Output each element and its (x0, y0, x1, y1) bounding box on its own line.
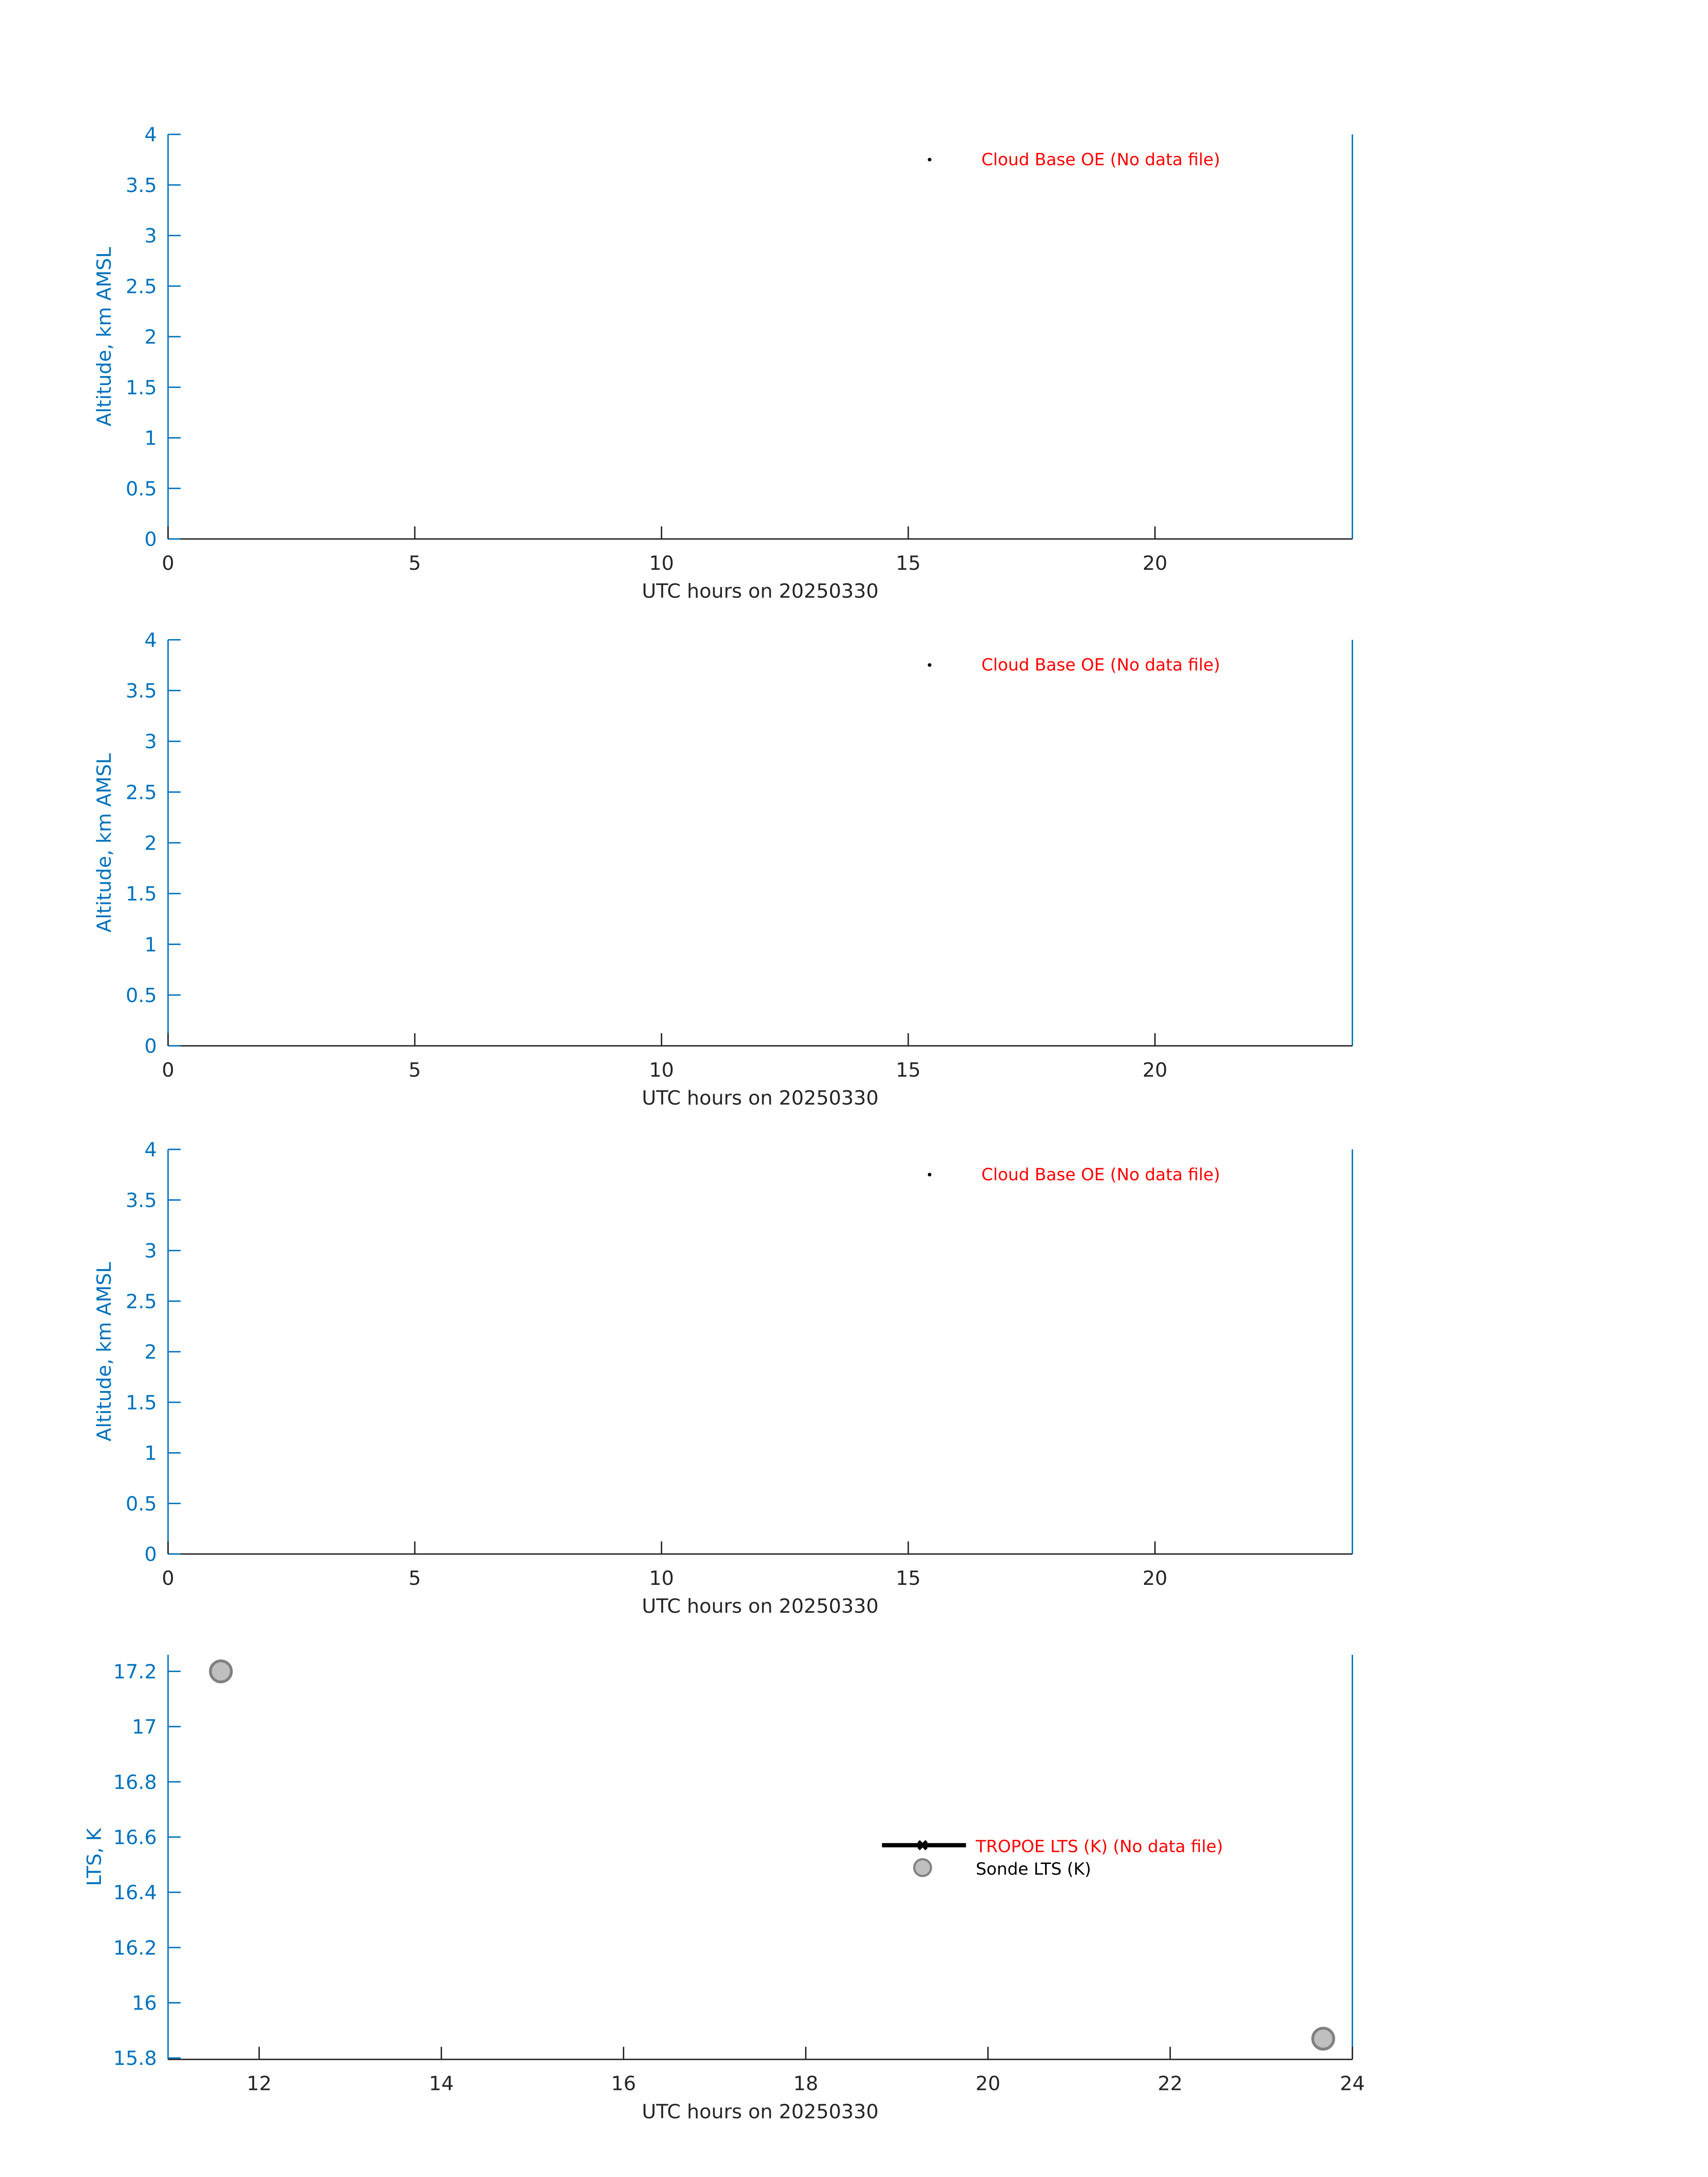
y-tick-label: 0.5 (125, 1492, 157, 1515)
chart-panel-4: 15.8 16 16.2 16.4 16.6 16.8 17 17.2 12 14 16 18 20 22… (83, 1655, 1365, 2123)
chart-panel-1: 0 0.5 1 1.5 2 2.5 3 3.5 4 0 5 10 15 20 UTC hours on 20… (93, 124, 1353, 603)
y-tick-label: 15.8 (113, 2047, 157, 2070)
y-tick-label: 0 (144, 528, 157, 551)
legend-dot-marker (927, 158, 931, 162)
y-tick-label: 0 (144, 1543, 157, 1566)
x-tick-label: 16 (611, 2073, 636, 2095)
y-tick-label: 17.2 (113, 1660, 157, 1683)
x-tick-label: 15 (896, 552, 921, 575)
x-tick-label: 15 (896, 1567, 921, 1590)
y-tick-label: 3 (144, 731, 157, 753)
y-tick-label: 3 (144, 225, 157, 247)
x-tick-label: 24 (1340, 2073, 1365, 2095)
x-tick-label: 0 (162, 552, 174, 575)
x-tick-label: 10 (649, 552, 674, 575)
y-tick-label: 1 (144, 933, 157, 956)
x-tick-label: 10 (649, 1567, 674, 1590)
legend: Cloud Base OE (No data file) (927, 1165, 1220, 1184)
x-axis-label: UTC hours on 20250330 (642, 580, 878, 603)
x-tick-label: 0 (162, 1567, 174, 1590)
x-tick-label: 5 (409, 552, 421, 575)
y-tick-label: 1 (144, 1442, 157, 1465)
y-axis-label: Altitude, km AMSL (93, 247, 116, 426)
legend-label: Cloud Base OE (No data file) (981, 150, 1220, 169)
y-tick-label: 16 (132, 1992, 157, 2015)
sonde-lts-point (1311, 2027, 1335, 2051)
y-tick-label: 16.8 (113, 1771, 157, 1794)
legend-dot-marker (927, 1173, 931, 1177)
y-tick-label: 3.5 (125, 1189, 157, 1212)
x-tick-label: 20 (1143, 1567, 1168, 1590)
y-tick-label: 4 (144, 1139, 157, 1162)
legend-circle-marker (913, 1858, 932, 1877)
y-tick-label: 2.5 (125, 1290, 157, 1313)
legend-dot-marker (927, 663, 931, 667)
x-axis-label: UTC hours on 20250330 (642, 2100, 878, 2123)
y-tick-label: 2.5 (125, 781, 157, 804)
x-tick-label: 5 (409, 1059, 421, 1082)
x-tick-label: 20 (976, 2073, 1001, 2095)
legend-label: Cloud Base OE (No data file) (981, 1165, 1220, 1184)
y-tick-label: 1.5 (125, 883, 157, 906)
y-axis-label: Altitude, km AMSL (93, 1262, 116, 1442)
y-tick-label: 1.5 (125, 376, 157, 399)
y-tick-label: 2.5 (125, 275, 157, 298)
y-axis-label: LTS, K (83, 1828, 106, 1886)
legend-label: Sonde LTS (K) (976, 1859, 1091, 1879)
x-tick-label: 12 (246, 2073, 271, 2095)
y-axis-label: Altitude, km AMSL (93, 753, 116, 932)
y-tick-label: 17 (132, 1716, 157, 1738)
x-tick-label: 15 (896, 1059, 921, 1082)
x-tick-label: 10 (649, 1059, 674, 1082)
y-tick-label: 3.5 (125, 680, 157, 702)
legend-x-marker: ✖ (916, 1837, 929, 1855)
chart-panel-2: 0 0.5 1 1.5 2 2.5 3 3.5 4 0 5 10 15 20 UTC hours on 20… (93, 629, 1353, 1110)
y-tick-label: 16.4 (113, 1881, 157, 1904)
y-tick-label: 16.6 (113, 1826, 157, 1849)
x-axis-label: UTC hours on 20250330 (642, 1595, 878, 1618)
y-tick-label: 16.2 (113, 1937, 157, 1960)
sonde-lts-point (209, 1659, 233, 1684)
y-tick-label: 3 (144, 1240, 157, 1262)
legend: Cloud Base OE (No data file) (927, 655, 1220, 675)
x-tick-label: 22 (1158, 2073, 1183, 2095)
x-tick-label: 5 (409, 1567, 421, 1590)
x-tick-label: 20 (1143, 1059, 1168, 1082)
y-tick-label: 1.5 (125, 1391, 157, 1414)
y-tick-label: 0.5 (125, 984, 157, 1007)
y-tick-label: 1 (144, 427, 157, 450)
legend: ✖ TROPOE LTS (K) (No data file) Sonde LTS … (882, 1837, 1223, 1879)
y-tick-label: 2 (144, 832, 157, 855)
y-tick-label: 0 (144, 1035, 157, 1058)
y-tick-label: 4 (144, 124, 157, 146)
y-tick-label: 2 (144, 326, 157, 349)
legend: Cloud Base OE (No data file) (927, 150, 1220, 169)
x-tick-label: 0 (162, 1059, 174, 1082)
x-tick-label: 18 (793, 2073, 819, 2095)
legend-label: Cloud Base OE (No data file) (981, 655, 1220, 675)
x-tick-label: 20 (1143, 552, 1168, 575)
y-tick-label: 3.5 (125, 174, 157, 197)
y-tick-label: 0.5 (125, 477, 157, 500)
legend-label: TROPOE LTS (K) (No data file) (975, 1837, 1223, 1856)
y-tick-label: 2 (144, 1341, 157, 1364)
chart-panel-3: 0 0.5 1 1.5 2 2.5 3 3.5 4 0 5 10 15 20 UTC hours on 20… (93, 1139, 1353, 1618)
y-tick-label: 4 (144, 629, 157, 652)
x-tick-label: 14 (429, 2073, 454, 2095)
x-axis-label: UTC hours on 20250330 (642, 1087, 878, 1110)
